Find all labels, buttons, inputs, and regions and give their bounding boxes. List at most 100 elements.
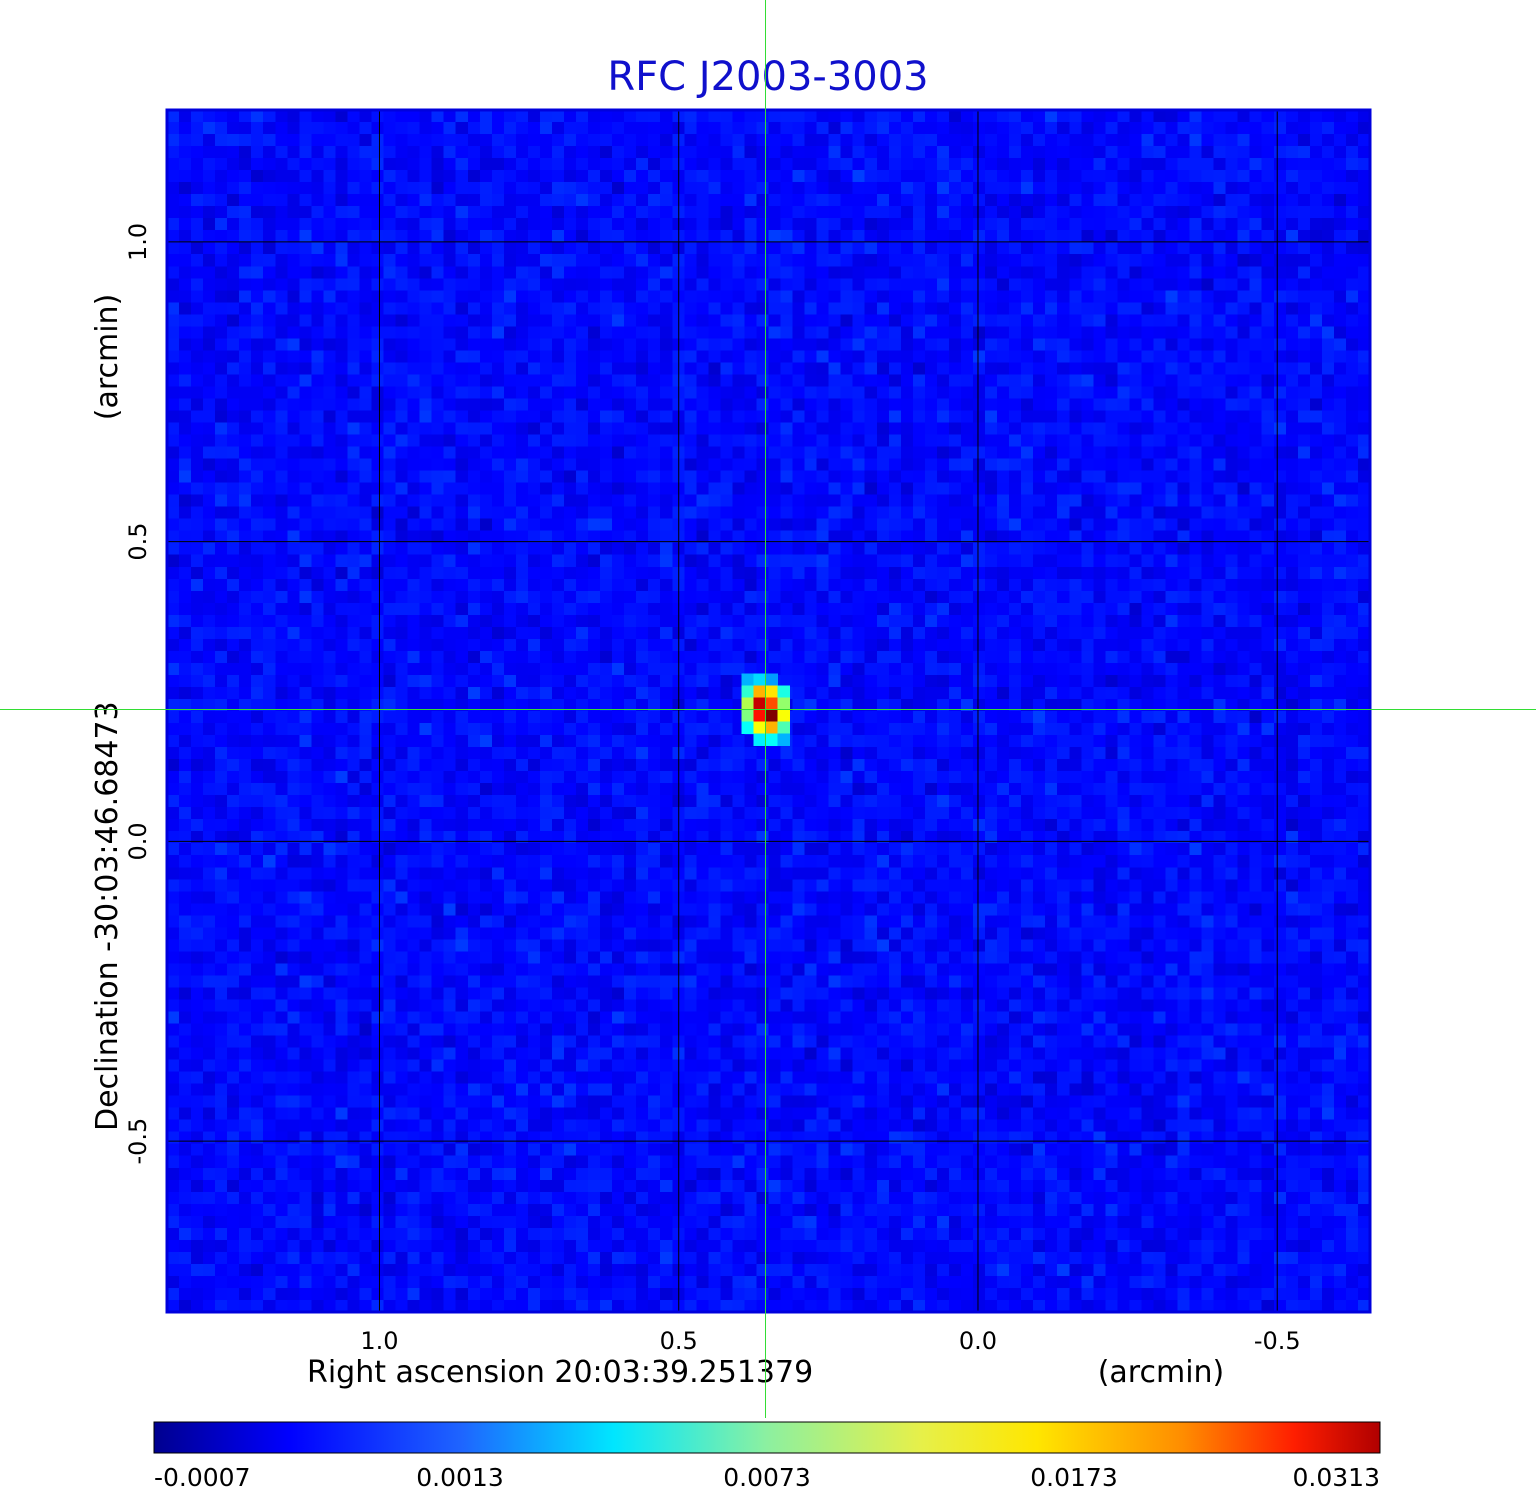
heatmap-pixel bbox=[612, 698, 625, 712]
heatmap-pixel bbox=[1129, 578, 1143, 592]
heatmap-pixel bbox=[624, 218, 637, 231]
heatmap-pixel bbox=[1117, 254, 1130, 267]
heatmap-pixel bbox=[467, 686, 481, 700]
heatmap-pixel bbox=[203, 686, 216, 700]
heatmap-pixel bbox=[1285, 386, 1299, 400]
heatmap-pixel bbox=[876, 422, 890, 436]
heatmap-pixel bbox=[179, 458, 192, 472]
heatmap-pixel bbox=[912, 122, 926, 135]
heatmap-pixel bbox=[1141, 494, 1155, 508]
heatmap-pixel bbox=[1093, 326, 1106, 339]
heatmap-pixel bbox=[1249, 194, 1263, 207]
heatmap-pixel bbox=[1105, 170, 1118, 183]
heatmap-pixel bbox=[287, 158, 300, 171]
heatmap-pixel bbox=[768, 626, 782, 640]
heatmap-pixel bbox=[936, 650, 950, 664]
heatmap-pixel bbox=[1261, 170, 1275, 183]
heatmap-pixel bbox=[1285, 662, 1299, 676]
heatmap-pixel bbox=[239, 146, 252, 159]
heatmap-pixel bbox=[840, 302, 854, 315]
heatmap-pixel bbox=[1129, 566, 1143, 580]
heatmap-pixel bbox=[1105, 626, 1118, 640]
heatmap-pixel bbox=[1309, 482, 1323, 496]
heatmap-pixel bbox=[1321, 278, 1335, 291]
heatmap-pixel bbox=[1201, 662, 1215, 676]
heatmap-pixel bbox=[1345, 542, 1359, 556]
heatmap-pixel bbox=[419, 290, 433, 303]
heatmap-pixel bbox=[335, 350, 349, 364]
heatmap-pixel bbox=[419, 350, 433, 364]
heatmap-pixel bbox=[311, 602, 324, 616]
heatmap-pixel bbox=[612, 170, 625, 183]
heatmap-pixel bbox=[804, 302, 818, 315]
heatmap-pixel bbox=[431, 386, 445, 400]
heatmap-pixel bbox=[780, 398, 794, 412]
heatmap-pixel bbox=[1321, 254, 1335, 267]
heatmap-pixel bbox=[515, 638, 529, 652]
heatmap-pixel bbox=[251, 638, 264, 652]
heatmap-pixel bbox=[1321, 266, 1335, 279]
heatmap-pixel bbox=[1057, 398, 1070, 412]
heatmap-pixel bbox=[251, 182, 264, 195]
heatmap-pixel bbox=[756, 134, 770, 147]
heatmap-pixel bbox=[1297, 458, 1311, 472]
heatmap-pixel bbox=[1237, 626, 1251, 640]
heatmap-pixel bbox=[407, 422, 421, 436]
heatmap-pixel bbox=[840, 206, 854, 219]
heatmap-pixel bbox=[515, 470, 529, 484]
heatmap-pixel bbox=[816, 110, 830, 123]
heatmap-pixel bbox=[1357, 170, 1371, 183]
heatmap-pixel bbox=[1105, 674, 1118, 688]
heatmap-pixel bbox=[503, 194, 517, 207]
heatmap-pixel bbox=[1093, 182, 1106, 195]
heatmap-pixel bbox=[251, 170, 264, 183]
heatmap-pixel bbox=[1009, 110, 1022, 123]
heatmap-pixel bbox=[960, 530, 974, 544]
heatmap-pixel bbox=[1105, 566, 1118, 580]
heatmap-pixel bbox=[720, 146, 734, 159]
heatmap-pixel bbox=[359, 638, 373, 652]
heatmap-pixel bbox=[431, 110, 445, 123]
heatmap-pixel bbox=[311, 134, 324, 147]
heatmap-pixel bbox=[888, 170, 902, 183]
heatmap-pixel bbox=[1357, 242, 1371, 255]
heatmap-pixel bbox=[1093, 230, 1106, 243]
heatmap-pixel bbox=[636, 206, 649, 219]
heatmap-pixel bbox=[1237, 206, 1251, 219]
heatmap-pixel bbox=[804, 206, 818, 219]
heatmap-pixel bbox=[1177, 338, 1191, 351]
heatmap-pixel bbox=[816, 158, 830, 171]
heatmap-pixel bbox=[696, 614, 709, 628]
heatmap-pixel bbox=[395, 158, 409, 171]
heatmap-pixel bbox=[660, 194, 673, 207]
heatmap-pixel bbox=[1069, 254, 1082, 267]
heatmap-pixel bbox=[1261, 374, 1275, 388]
heatmap-pixel bbox=[1225, 266, 1239, 279]
heatmap-pixel bbox=[636, 470, 649, 484]
heatmap-pixel bbox=[1225, 398, 1239, 412]
heatmap-pixel bbox=[708, 578, 721, 592]
heatmap-pixel bbox=[1117, 650, 1130, 664]
heatmap-pixel bbox=[227, 302, 240, 315]
heatmap-pixel bbox=[816, 470, 830, 484]
heatmap-pixel bbox=[1057, 122, 1070, 135]
heatmap-pixel bbox=[335, 422, 349, 436]
heatmap-pixel bbox=[1141, 446, 1155, 460]
heatmap-pixel bbox=[636, 650, 649, 664]
heatmap-pixel bbox=[503, 206, 517, 219]
heatmap-pixel bbox=[1321, 338, 1335, 351]
heatmap-pixel bbox=[1165, 674, 1179, 688]
heatmap-pixel bbox=[756, 374, 770, 388]
heatmap-pixel bbox=[948, 470, 962, 484]
heatmap-pixel bbox=[648, 686, 661, 700]
heatmap-pixel bbox=[864, 206, 878, 219]
heatmap-pixel bbox=[1249, 422, 1263, 436]
heatmap-pixel bbox=[792, 314, 806, 327]
heatmap-pixel bbox=[1249, 578, 1263, 592]
heatmap-pixel bbox=[1297, 554, 1311, 568]
heatmap-pixel bbox=[840, 518, 854, 532]
heatmap-pixel bbox=[227, 530, 240, 544]
heatmap-pixel bbox=[1045, 302, 1058, 315]
heatmap-pixel bbox=[816, 254, 830, 267]
heatmap-pixel bbox=[299, 590, 312, 604]
